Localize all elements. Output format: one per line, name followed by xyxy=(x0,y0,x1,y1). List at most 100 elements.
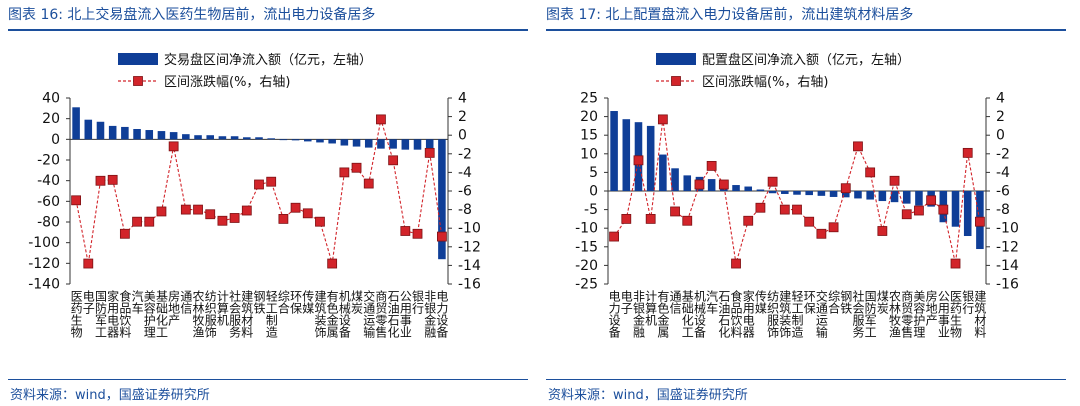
return-marker-4 xyxy=(645,213,656,224)
return-marker-12 xyxy=(205,209,216,220)
bar-18 xyxy=(817,191,826,196)
right-axis-tick-label: -10 xyxy=(458,221,481,237)
left-axis-tick-label: 10 xyxy=(580,146,598,162)
bar-4 xyxy=(646,125,655,191)
bar-22 xyxy=(328,139,336,144)
bar-30 xyxy=(425,139,434,152)
bar-15 xyxy=(781,191,789,194)
return-marker-14 xyxy=(767,176,778,187)
category-label: 食品饮料 xyxy=(729,289,743,338)
return-marker-1 xyxy=(71,195,81,206)
left-axis-tick-label: -20 xyxy=(575,258,598,274)
legend-line-marker xyxy=(133,76,143,86)
return-marker-19 xyxy=(828,222,839,233)
left-axis-tick-label: -20 xyxy=(37,153,60,169)
category-label: 轻工制造 xyxy=(790,290,804,338)
return-marker-22 xyxy=(865,167,876,178)
return-marker-9 xyxy=(168,141,179,152)
right-axis-tick-label: 0 xyxy=(458,128,467,144)
left-axis-tick-label: 40 xyxy=(42,91,60,107)
category-label: 基础化工 xyxy=(680,290,694,338)
right-axis-tick-label: 0 xyxy=(996,128,1005,144)
bar-6 xyxy=(671,168,679,191)
return-marker-11 xyxy=(731,258,741,269)
return-marker-9 xyxy=(706,160,717,171)
return-marker-7 xyxy=(682,215,693,226)
category-label: 社会服务 xyxy=(228,289,242,338)
return-marker-13 xyxy=(217,215,228,226)
category-label: 综合 xyxy=(827,290,841,314)
bar-10 xyxy=(182,134,190,140)
return-marker-29 xyxy=(950,258,961,269)
bar-19 xyxy=(829,191,838,197)
category-label: 农林牧渔 xyxy=(888,290,902,338)
return-marker-30 xyxy=(424,147,435,158)
category-label: 纺织服饰 xyxy=(766,290,780,338)
right-axis-tick-label: -6 xyxy=(996,184,1010,200)
category-label: 电子 xyxy=(619,290,633,314)
return-marker-29 xyxy=(412,228,423,239)
category-label: 环保 xyxy=(289,290,303,314)
category-label: 电力设备 xyxy=(607,290,621,339)
return-marker-13 xyxy=(755,202,766,213)
left-axis-tick-label: -120 xyxy=(28,256,60,272)
chart-left: 40200-20-40-60-80-100-120-140420-2-4-6-8… xyxy=(28,52,481,339)
bar-1 xyxy=(610,111,618,191)
category-label: 环保 xyxy=(802,290,816,314)
bar-20 xyxy=(303,139,312,142)
return-marker-31 xyxy=(437,231,447,242)
return-marker-11 xyxy=(193,204,203,215)
category-label: 机械设备 xyxy=(692,290,706,339)
legend-line-label: 区间涨跌幅(%，右轴) xyxy=(702,74,829,90)
right-axis-tick-label: 4 xyxy=(458,91,467,107)
right-axis-tick-label: 2 xyxy=(458,109,467,125)
category-label: 建筑材料 xyxy=(973,290,987,338)
bar-23 xyxy=(878,191,887,202)
bar-9 xyxy=(169,132,178,140)
source-divider-left xyxy=(8,379,528,380)
category-label: 公用事业 xyxy=(936,290,950,338)
bar-15 xyxy=(243,137,251,140)
bar-8 xyxy=(157,131,166,140)
chart-title-right: 图表 17: 北上配置盘流入电力设备居前，流出建筑材料居多 xyxy=(546,7,914,23)
bar-25 xyxy=(902,191,911,204)
right-axis-tick-label: -12 xyxy=(458,239,481,255)
right-axis-tick-label: -4 xyxy=(458,165,472,181)
return-marker-14 xyxy=(229,213,240,223)
return-marker-15 xyxy=(241,205,252,216)
bar-29 xyxy=(413,139,422,150)
return-marker-24 xyxy=(889,175,900,186)
bar-1 xyxy=(72,107,80,140)
left-axis-tick-label: 5 xyxy=(589,165,598,181)
category-label: 煤炭 xyxy=(875,290,889,315)
category-label: 煤炭 xyxy=(350,290,364,315)
right-axis-tick-label: -14 xyxy=(458,258,481,274)
return-marker-8 xyxy=(694,179,705,190)
return-marker-5 xyxy=(657,114,668,125)
category-label: 机械设备 xyxy=(337,290,351,339)
legend-bar-label: 配置盘区间净流入额（亿元，左轴） xyxy=(702,52,910,68)
return-marker-17 xyxy=(804,216,815,227)
return-marker-23 xyxy=(877,226,888,236)
return-marker-10 xyxy=(180,204,191,215)
left-axis-tick-label: -5 xyxy=(584,202,598,218)
bar-14 xyxy=(768,191,777,194)
category-label: 医药生物 xyxy=(949,290,963,338)
return-marker-16 xyxy=(254,179,264,190)
return-marker-24 xyxy=(351,162,362,173)
return-marker-27 xyxy=(926,195,937,206)
return-marker-1 xyxy=(609,231,619,242)
left-axis-tick-label: -10 xyxy=(575,221,598,237)
legend-bar-swatch xyxy=(656,53,696,65)
bar-19 xyxy=(291,139,300,141)
return-marker-17 xyxy=(266,176,277,187)
category-label: 传媒 xyxy=(753,289,767,314)
category-label: 电力设备 xyxy=(435,290,449,339)
category-label: 计算机 xyxy=(644,290,658,326)
left-axis-tick-label: -140 xyxy=(28,277,60,293)
bar-6 xyxy=(133,129,141,140)
bar-7 xyxy=(683,175,692,191)
bar-22 xyxy=(866,191,874,200)
category-label: 石油石化 xyxy=(717,290,731,339)
bar-23 xyxy=(340,139,349,146)
